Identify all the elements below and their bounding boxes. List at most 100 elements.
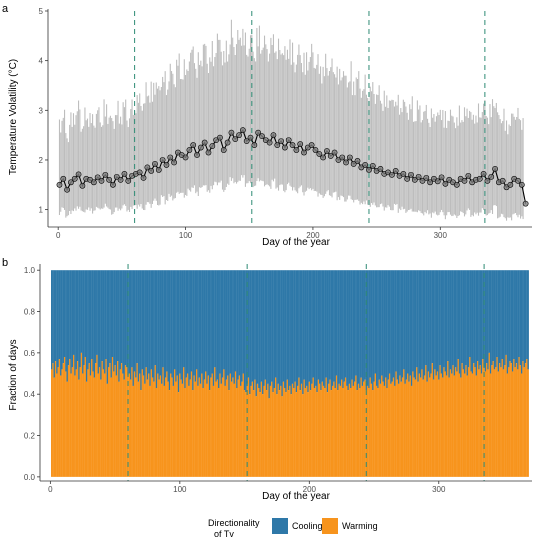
bar-cooling <box>488 270 491 353</box>
bar-warming <box>227 375 229 477</box>
bar-warming <box>75 369 78 477</box>
data-point <box>350 161 357 167</box>
bar-warming <box>396 379 399 477</box>
bar-cooling <box>489 270 492 374</box>
bar-warming <box>328 383 330 477</box>
bar-cooling <box>479 270 482 366</box>
data-point <box>442 180 449 187</box>
bar-cooling <box>133 270 136 372</box>
bar-cooling <box>369 270 371 378</box>
bar-cooling <box>69 270 71 360</box>
bar-cooling <box>219 270 221 374</box>
bar-warming <box>319 383 321 477</box>
bar-warming <box>159 375 162 477</box>
bar-cooling <box>493 270 496 370</box>
bar-cooling <box>201 270 203 374</box>
bar-warming <box>514 367 516 477</box>
bar-cooling <box>234 270 237 372</box>
bar-warming <box>454 367 457 477</box>
bar-cooling <box>405 270 408 380</box>
bar-cooling <box>344 270 347 378</box>
bar-warming <box>432 379 435 477</box>
bar-warming <box>139 373 141 477</box>
bar-warming <box>456 371 458 477</box>
bar-cooling <box>501 270 504 360</box>
bar-cooling <box>347 270 349 391</box>
y-tick-label: 3 <box>39 106 44 115</box>
bar-warming <box>117 361 119 477</box>
bar-cooling <box>216 270 219 380</box>
bar-warming <box>399 375 401 477</box>
bar-warming <box>377 388 379 477</box>
bar-warming <box>381 375 383 477</box>
bar-cooling <box>496 270 498 357</box>
bar-cooling <box>249 270 251 395</box>
bar-warming <box>311 383 313 477</box>
bar-cooling <box>114 270 116 366</box>
bar-warming <box>133 371 136 477</box>
bar-warming <box>119 369 122 477</box>
bar-warming <box>444 371 447 477</box>
bar-cooling <box>70 270 72 374</box>
bar-warming <box>97 373 100 477</box>
legend: Directionality of Tv Cooling Warming <box>208 518 378 539</box>
bar-warming <box>102 369 105 477</box>
bar-warming <box>199 383 202 477</box>
bar-cooling <box>353 270 356 382</box>
bar-cooling <box>442 270 444 378</box>
data-point <box>301 149 307 156</box>
bar-warming <box>210 377 212 477</box>
data-point <box>94 174 101 181</box>
bar-cooling <box>408 270 410 382</box>
bar-cooling <box>304 270 307 388</box>
bar-cooling <box>74 270 76 376</box>
bar-warming <box>363 381 365 477</box>
data-point <box>423 174 430 181</box>
bar-cooling <box>145 270 147 368</box>
bar-cooling <box>75 270 78 370</box>
x-tick-label: 200 <box>303 485 317 494</box>
bar-cooling <box>153 270 155 382</box>
bar-warming <box>145 367 147 477</box>
bar-cooling <box>517 270 519 370</box>
bar-cooling <box>117 270 119 362</box>
bar-cooling <box>115 270 118 376</box>
bar-warming <box>443 367 445 477</box>
bar-warming <box>240 385 242 477</box>
bar-cooling <box>373 270 375 382</box>
bar-warming <box>423 375 426 477</box>
bar-warming <box>422 379 425 477</box>
bar-cooling <box>56 270 58 374</box>
data-point <box>465 172 472 179</box>
bar-warming <box>53 377 56 477</box>
bar-warming <box>461 363 463 477</box>
bar-warming <box>357 383 360 477</box>
bar-cooling <box>312 270 314 378</box>
bar-warming <box>206 383 208 477</box>
bar-cooling <box>101 270 103 362</box>
bar-cooling <box>461 270 463 364</box>
bar-cooling <box>83 270 85 366</box>
bar-warming <box>462 369 465 477</box>
bar-cooling <box>237 270 239 380</box>
bar-cooling <box>227 270 229 376</box>
bar-cooling <box>342 270 344 388</box>
bar-warming <box>144 383 146 477</box>
data-point <box>270 132 277 139</box>
panel-b-tag: b <box>2 257 8 269</box>
bar-cooling <box>339 270 342 386</box>
bar-cooling <box>498 270 501 364</box>
bar-warming <box>439 365 441 477</box>
bar-cooling <box>378 270 381 380</box>
bar-cooling <box>265 270 268 391</box>
bar-warming <box>506 373 509 477</box>
bar-cooling <box>63 270 66 357</box>
bar-cooling <box>445 270 448 376</box>
data-point <box>278 138 284 144</box>
bar-warming <box>375 385 378 477</box>
bar-warming <box>176 375 179 477</box>
bar-warming <box>110 377 113 477</box>
bar-warming <box>149 385 151 477</box>
bar-warming <box>142 375 145 477</box>
bar-warming <box>416 367 418 477</box>
